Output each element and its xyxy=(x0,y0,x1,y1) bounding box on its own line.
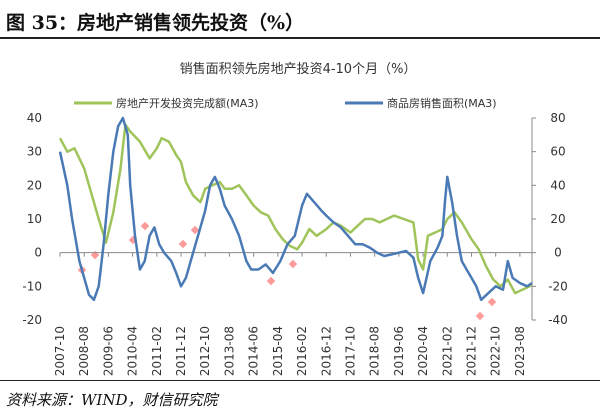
y-left-tick-label: -20 xyxy=(22,313,42,327)
arrow-marker xyxy=(475,311,485,321)
arrow-marker xyxy=(90,250,100,260)
x-tick-label: 2013-08 xyxy=(222,326,236,376)
y-right-tick-label: 80 xyxy=(550,111,565,125)
y-right-tick-label: 20 xyxy=(550,212,565,226)
sales-series-line xyxy=(58,116,533,302)
chart-title: 销售面积领先房地产投资4-10个月（%） xyxy=(180,61,417,77)
x-tick-label: 2021-02 xyxy=(440,326,454,376)
legend-label-sales: 商品房销售面积(MA3) xyxy=(387,96,497,110)
x-tick-label: 2011-12 xyxy=(174,326,188,376)
line-chart: 销售面积领先房地产投资4-10个月（%） 房地产开发投资完成额(MA3) 商品房… xyxy=(22,61,568,376)
y-right-tick-label: 60 xyxy=(550,145,565,159)
y-right-tick-label: 40 xyxy=(550,178,565,192)
y-left-tick-label: 30 xyxy=(27,145,42,159)
x-tick-label: 2010-04 xyxy=(126,326,140,376)
arrow-marker xyxy=(140,221,150,231)
right-y-axis: 80 60 40 20 0 -20 -40 xyxy=(531,111,568,327)
figure-header: 图 35：房地产销售领先投资（%） xyxy=(0,0,600,38)
source-note: 资料来源：WIND，财信研究院 xyxy=(6,391,218,409)
x-tick-label: 2011-02 xyxy=(150,326,164,376)
y-left-tick-label: 10 xyxy=(27,212,42,226)
y-left-tick-label: 40 xyxy=(27,111,42,125)
x-tick-label: 2018-08 xyxy=(368,326,382,376)
x-tick-label: 2016-02 xyxy=(295,326,309,376)
legend-label-investment: 房地产开发投资完成额(MA3) xyxy=(116,96,259,110)
header-rule xyxy=(0,37,600,39)
figure-title: 图 35：房地产销售领先投资（%） xyxy=(6,12,305,34)
arrow-marker xyxy=(190,225,200,235)
x-tick-label: 2017-10 xyxy=(343,326,357,376)
legend: 房地产开发投资完成额(MA3) 商品房销售面积(MA3) xyxy=(74,96,497,110)
x-tick-label: 2020-04 xyxy=(416,326,430,376)
y-left-tick-label: 20 xyxy=(27,178,42,192)
y-right-tick-label: -40 xyxy=(548,313,568,327)
x-tick-label: 2014-06 xyxy=(247,326,261,376)
arrow-markers xyxy=(77,221,497,321)
x-tick-label: 2009-06 xyxy=(101,326,115,376)
x-tick-label: 2019-06 xyxy=(392,326,406,376)
y-left-tick-label: 0 xyxy=(34,246,42,260)
x-axis: 2007-10 2008-08 2009-06 2010-04 2011-02 2011-… xyxy=(53,252,527,376)
y-left-tick-label: -10 xyxy=(22,279,42,293)
x-tick-label: 2015-04 xyxy=(271,326,285,376)
y-right-tick-label: -20 xyxy=(548,279,568,293)
arrow-marker xyxy=(288,259,298,269)
x-tick-label: 2007-10 xyxy=(53,326,67,376)
investment-series-line xyxy=(58,123,534,295)
arrow-marker xyxy=(178,239,188,249)
arrow-marker xyxy=(266,276,276,286)
x-tick-label: 2016-12 xyxy=(319,326,333,376)
x-tick-label: 2008-08 xyxy=(77,326,91,376)
arrow-marker xyxy=(487,297,497,307)
series-lines xyxy=(58,116,534,302)
left-y-axis: 40 30 20 10 0 -10 -20 xyxy=(22,111,42,327)
x-tick-label: 2022-10 xyxy=(489,326,503,376)
x-tick-label: 2012-10 xyxy=(198,326,212,376)
x-tick-label: 2023-08 xyxy=(513,326,527,376)
x-tick-label: 2021-12 xyxy=(464,326,478,376)
y-right-tick-label: 0 xyxy=(554,246,562,260)
footer-rule xyxy=(0,380,600,381)
